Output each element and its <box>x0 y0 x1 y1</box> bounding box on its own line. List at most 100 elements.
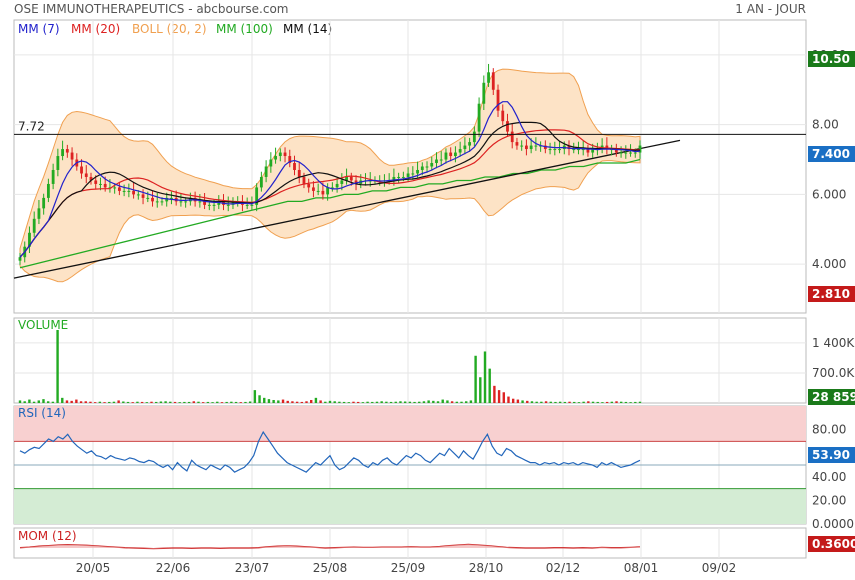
rsi-y-tick: 80.00 <box>812 423 846 437</box>
high-badge-label: 10.50 <box>812 52 850 66</box>
legend-mm20: MM (20) <box>71 22 120 36</box>
candle-body <box>203 201 206 205</box>
candle-body <box>629 152 632 154</box>
candle-body <box>103 183 107 188</box>
candle-body <box>439 159 443 161</box>
volume-bar <box>413 401 416 403</box>
volume-bar <box>93 402 97 403</box>
x-tick-label: 23/07 <box>235 561 270 575</box>
volume-bar <box>178 402 181 403</box>
candle-body <box>633 152 637 154</box>
volume-bar <box>399 401 402 403</box>
x-tick-label: 02/12 <box>546 561 581 575</box>
candle-body <box>99 183 102 185</box>
volume-bar <box>554 401 557 403</box>
rsi-title: RSI (14) <box>18 406 66 420</box>
volume-bar <box>277 400 280 403</box>
volume-bar <box>305 401 308 403</box>
candle-body <box>170 197 173 199</box>
volume-bar <box>436 401 440 403</box>
candle-body <box>278 152 282 157</box>
candle-body <box>525 145 528 150</box>
mm7-path <box>19 101 641 258</box>
volume-bar <box>295 401 299 403</box>
volume-bar <box>46 401 50 403</box>
period-label: 1 AN - JOUR <box>735 2 806 16</box>
volume-bar <box>479 377 482 403</box>
candle-body <box>293 163 296 170</box>
volume-bar <box>159 401 163 403</box>
x-tick-label: 28/10 <box>469 561 504 575</box>
volume-bar <box>352 401 355 403</box>
volume-bar <box>465 401 468 403</box>
volume-bar <box>32 401 36 403</box>
volume-bar <box>126 401 130 403</box>
volume-bar <box>385 401 388 403</box>
rsi-badge-label: 53.90 <box>812 448 850 462</box>
low-badge-label: 2.810 <box>812 287 850 301</box>
candle-body <box>302 176 306 184</box>
volume-bar <box>394 401 397 403</box>
volume-bar <box>239 402 242 403</box>
candle-body <box>392 176 396 181</box>
last-price-label: 7.400 <box>812 147 850 161</box>
volume-bar <box>634 401 637 403</box>
volume-bar <box>371 401 374 403</box>
volume-bar <box>244 401 247 403</box>
bollinger-band <box>19 68 641 283</box>
x-tick-label: 09/02 <box>702 561 737 575</box>
candle-body <box>80 166 83 174</box>
volume-y-ticks: 1 400K 700.0K <box>812 336 855 380</box>
mom-path <box>19 543 641 550</box>
volume-bar <box>422 401 426 403</box>
candle-body <box>340 180 344 184</box>
volume-bar <box>23 401 26 403</box>
low-badge <box>808 286 855 302</box>
x-tick-label: 22/06 <box>156 561 191 575</box>
volume-bars <box>18 330 642 403</box>
volume-bar <box>98 401 102 403</box>
candle-body <box>46 183 50 198</box>
candle-body <box>444 152 448 160</box>
candle-body <box>406 173 410 177</box>
mm100-path <box>19 158 641 269</box>
candle-body <box>397 176 401 178</box>
volume-bar <box>526 400 529 403</box>
volume-bar <box>450 401 454 403</box>
resistance-label: 7.72 <box>18 119 45 133</box>
mm100-line <box>19 158 641 269</box>
rsi-oversold-zone <box>14 488 806 524</box>
volume-bar <box>380 401 383 403</box>
volume-bar <box>140 401 144 403</box>
candle-body <box>28 232 31 247</box>
volume-bar <box>164 401 167 403</box>
volume-badge-label: 28 859 <box>812 390 855 404</box>
volume-bar <box>28 399 31 403</box>
candle-body <box>122 190 126 192</box>
candle-body <box>553 149 557 151</box>
volume-bar <box>281 399 285 403</box>
volume-bar <box>535 401 538 403</box>
volume-bar <box>497 390 501 403</box>
candle-body <box>520 145 524 147</box>
candle-body <box>586 149 590 153</box>
legend-mm7: MM (7) <box>18 22 60 36</box>
volume-bar <box>347 402 350 403</box>
volume-bar <box>615 401 618 403</box>
volume-bar <box>42 399 45 403</box>
candle-body <box>491 72 495 90</box>
volume-bar <box>596 401 599 403</box>
candle-body <box>283 152 287 157</box>
candle-body <box>226 204 230 206</box>
candle-body <box>89 176 93 181</box>
candle-body <box>401 176 405 178</box>
volume-bar <box>117 400 120 403</box>
candle-body <box>487 72 490 83</box>
volume-bar <box>558 401 562 403</box>
volume-bar <box>145 402 149 403</box>
candle-body <box>534 145 538 147</box>
volume-bar <box>61 397 64 403</box>
volume-bar <box>455 401 459 403</box>
volume-bar <box>601 402 604 403</box>
mom-panel-frame <box>13 527 807 559</box>
